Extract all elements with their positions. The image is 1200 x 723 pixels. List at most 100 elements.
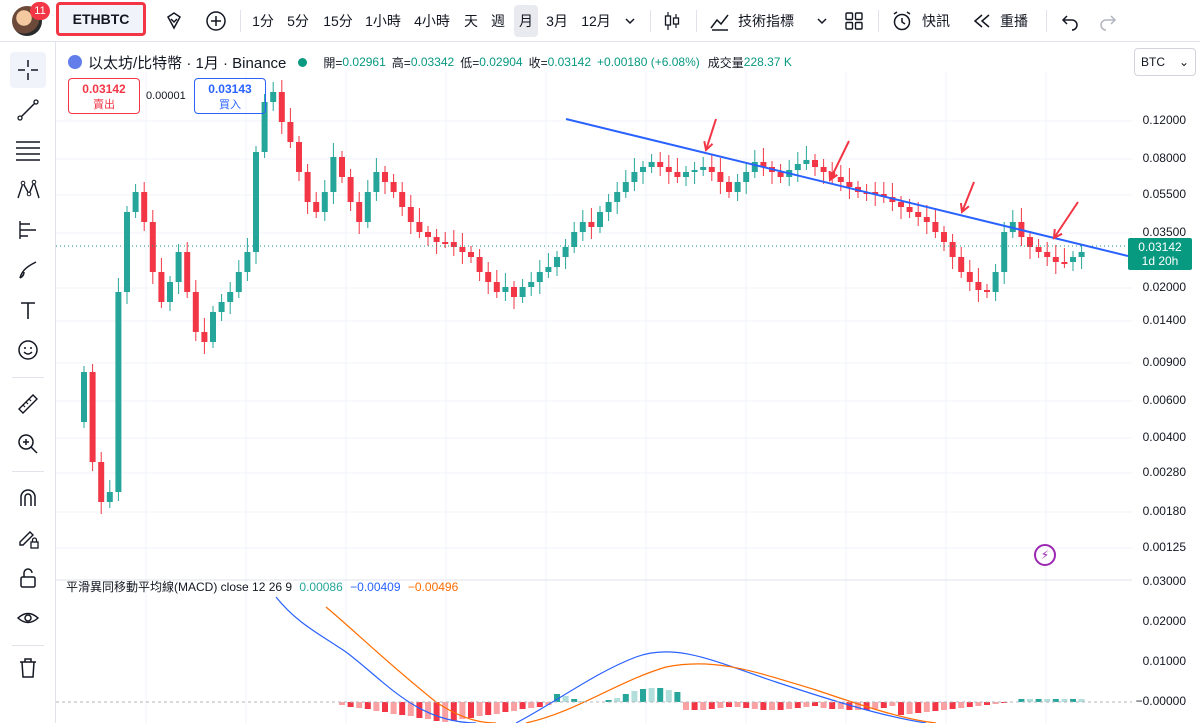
sell-price: 0.03142 (82, 82, 126, 96)
macd-histogram-bar (700, 702, 707, 710)
candle-body (347, 177, 354, 202)
macd-histogram-bar (975, 702, 982, 706)
candle-body (356, 202, 363, 222)
candle-body (433, 237, 440, 242)
magnet-icon[interactable] (10, 480, 46, 516)
macd-histogram-bar (390, 702, 397, 714)
currency-select[interactable]: BTC ⌄ (1134, 48, 1196, 76)
zoom-in-icon[interactable] (10, 426, 46, 462)
timeframe-1h[interactable]: 1小時 (365, 13, 401, 29)
candle-body (691, 170, 698, 172)
macd-histogram-bar (683, 702, 689, 710)
text-tool-icon[interactable] (10, 292, 46, 328)
macd-histogram-bar (691, 702, 698, 710)
candle-body (407, 207, 414, 222)
price-axis-tick: 0.00125 (1142, 540, 1186, 554)
candle-body (536, 272, 543, 282)
price-axis-tick: 0.00900 (1142, 355, 1186, 369)
candle-body (597, 212, 603, 227)
timeframe-1m[interactable]: 1分 (252, 13, 274, 29)
price-axis-tick: 0.02000 (1142, 280, 1186, 294)
forecast-tool-icon[interactable] (10, 212, 46, 248)
timeframe-15m[interactable]: 15分 (323, 13, 353, 29)
timeframe-week[interactable]: 週 (491, 13, 505, 29)
buy-button[interactable]: 0.03143 買入 (194, 78, 266, 114)
macd-histogram-bar (708, 702, 715, 709)
symbol-search-button[interactable]: ETHBTC (56, 2, 146, 36)
chevron-down-icon[interactable] (616, 7, 644, 35)
price-chart[interactable] (56, 42, 1200, 723)
macd-histogram-bar (407, 702, 414, 716)
timeframe-3m[interactable]: 3月 (546, 13, 568, 29)
candle-body (390, 182, 397, 192)
macd-name[interactable]: 平滑異同移動平均線(MACD) (66, 580, 218, 594)
chart-title[interactable]: 以太坊/比特幣 · 1月 · Binance (88, 54, 287, 72)
candle-body (949, 242, 956, 257)
trash-icon[interactable] (10, 650, 46, 686)
candle-body (708, 167, 715, 172)
crosshair-icon[interactable] (10, 52, 46, 88)
macd-histogram-bar (734, 702, 741, 707)
candle-body (339, 157, 345, 177)
alarm-clock-icon[interactable] (888, 7, 916, 35)
brush-icon[interactable] (10, 252, 46, 288)
chevron-down-icon[interactable] (808, 7, 836, 35)
replay-button[interactable]: 重播 (1000, 13, 1028, 29)
high-label: 高= (391, 55, 411, 70)
pattern-tool-icon[interactable] (10, 172, 46, 208)
candle-body (399, 192, 406, 207)
macd-histogram-bar (339, 702, 345, 705)
chevron-down-icon: ⌄ (1178, 55, 1189, 69)
indicators-icon[interactable] (706, 7, 734, 35)
resistance-trend-line[interactable] (565, 118, 1129, 257)
toolbar-divider (12, 645, 44, 646)
macd-histogram-bar (949, 702, 956, 709)
candle-body (528, 282, 535, 287)
macd-histogram-bar (855, 702, 861, 710)
eye-icon[interactable] (10, 600, 46, 636)
macd-histogram-bar (820, 702, 827, 708)
notification-badge: 11 (30, 2, 50, 20)
lightning-icon[interactable]: ⚡ (1034, 544, 1056, 566)
trend-line-icon[interactable] (10, 92, 46, 128)
candle-body (665, 167, 672, 172)
change-value: +0.00180 (+6.08%) (597, 55, 700, 69)
candle-body (98, 462, 105, 502)
candle-body (966, 272, 973, 282)
high-value: 0.03342 (410, 55, 455, 69)
ruler-icon[interactable] (10, 386, 46, 422)
alert-button[interactable]: 快訊 (922, 13, 950, 29)
timeframe-month[interactable]: 月 (514, 5, 538, 37)
undo-icon[interactable] (1056, 7, 1084, 35)
indicators-button[interactable]: 技術指標 (738, 13, 794, 29)
sell-button[interactable]: 0.03142 賣出 (68, 78, 140, 114)
timeframe-4h[interactable]: 4小時 (414, 13, 450, 29)
candle-body (304, 172, 311, 202)
macd-histogram-bar (622, 694, 629, 702)
lock-pencil-icon[interactable] (10, 520, 46, 556)
timeframe-12m[interactable]: 12月 (581, 13, 611, 29)
macd-histogram-bar (459, 702, 466, 719)
unlock-icon[interactable] (10, 560, 46, 596)
fib-retracement-icon[interactable] (10, 132, 46, 168)
diamond-down-icon[interactable] (160, 7, 188, 35)
layout-grid-icon[interactable] (840, 7, 868, 35)
timeframe-day[interactable]: 天 (464, 13, 478, 29)
candle-body (872, 192, 879, 194)
candlestick-type-icon[interactable] (658, 7, 686, 35)
add-symbol-icon[interactable] (202, 7, 230, 35)
candle-body (545, 267, 552, 272)
low-value: 0.02904 (479, 55, 523, 69)
macd-histogram-value: 0.00086 (299, 580, 343, 594)
candle-body (261, 102, 268, 152)
rewind-icon[interactable] (968, 7, 996, 35)
redo-icon[interactable] (1094, 7, 1122, 35)
macd-histogram-bar (872, 702, 879, 709)
emoji-icon[interactable] (10, 332, 46, 368)
candle-body (906, 207, 913, 212)
candle-body (932, 222, 939, 232)
macd-histogram-bar (356, 702, 363, 708)
candle-body (846, 182, 853, 187)
price-axis-tick: 0.01400 (1142, 313, 1186, 327)
timeframe-5m[interactable]: 5分 (287, 13, 309, 29)
